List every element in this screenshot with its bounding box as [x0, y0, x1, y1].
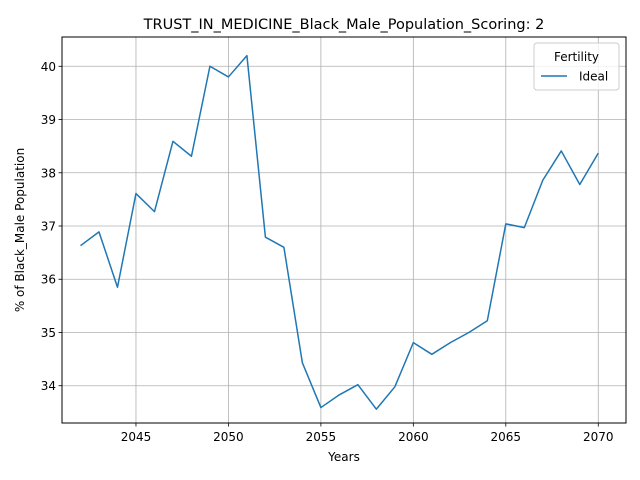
y-tick-label: 34: [41, 379, 56, 393]
series-line-ideal: [80, 54, 599, 410]
ticks: 2045 2050 2055 2060 2065 2070 34 35 36 37 38 39 40: [41, 60, 614, 444]
chart-title: TRUST_IN_MEDICINE_Black_Male_Population_…: [143, 17, 545, 33]
plot-frame: [61, 36, 627, 424]
x-tick-label: 2070: [583, 430, 614, 444]
legend-label-ideal: Ideal: [579, 70, 608, 84]
x-tick-label: 2060: [398, 430, 429, 444]
grid: [62, 37, 626, 423]
x-axis-label: Years: [327, 450, 360, 464]
legend: Fertility Ideal: [533, 42, 620, 91]
y-tick-label: 40: [41, 60, 56, 74]
y-tick-label: 37: [41, 220, 56, 234]
x-tick-label: 2045: [121, 430, 152, 444]
x-tick-label: 2065: [491, 430, 522, 444]
legend-title: Fertility: [554, 50, 599, 64]
x-tick-label: 2050: [213, 430, 244, 444]
y-axis-label: % of Black_Male Population: [13, 148, 27, 312]
x-tick-label: 2055: [306, 430, 337, 444]
y-tick-label: 36: [41, 273, 56, 287]
y-tick-label: 35: [41, 326, 56, 340]
legend-box: [533, 42, 620, 91]
y-tick-label: 38: [41, 166, 56, 180]
series-layer: [80, 54, 599, 410]
y-tick-label: 39: [41, 113, 56, 127]
